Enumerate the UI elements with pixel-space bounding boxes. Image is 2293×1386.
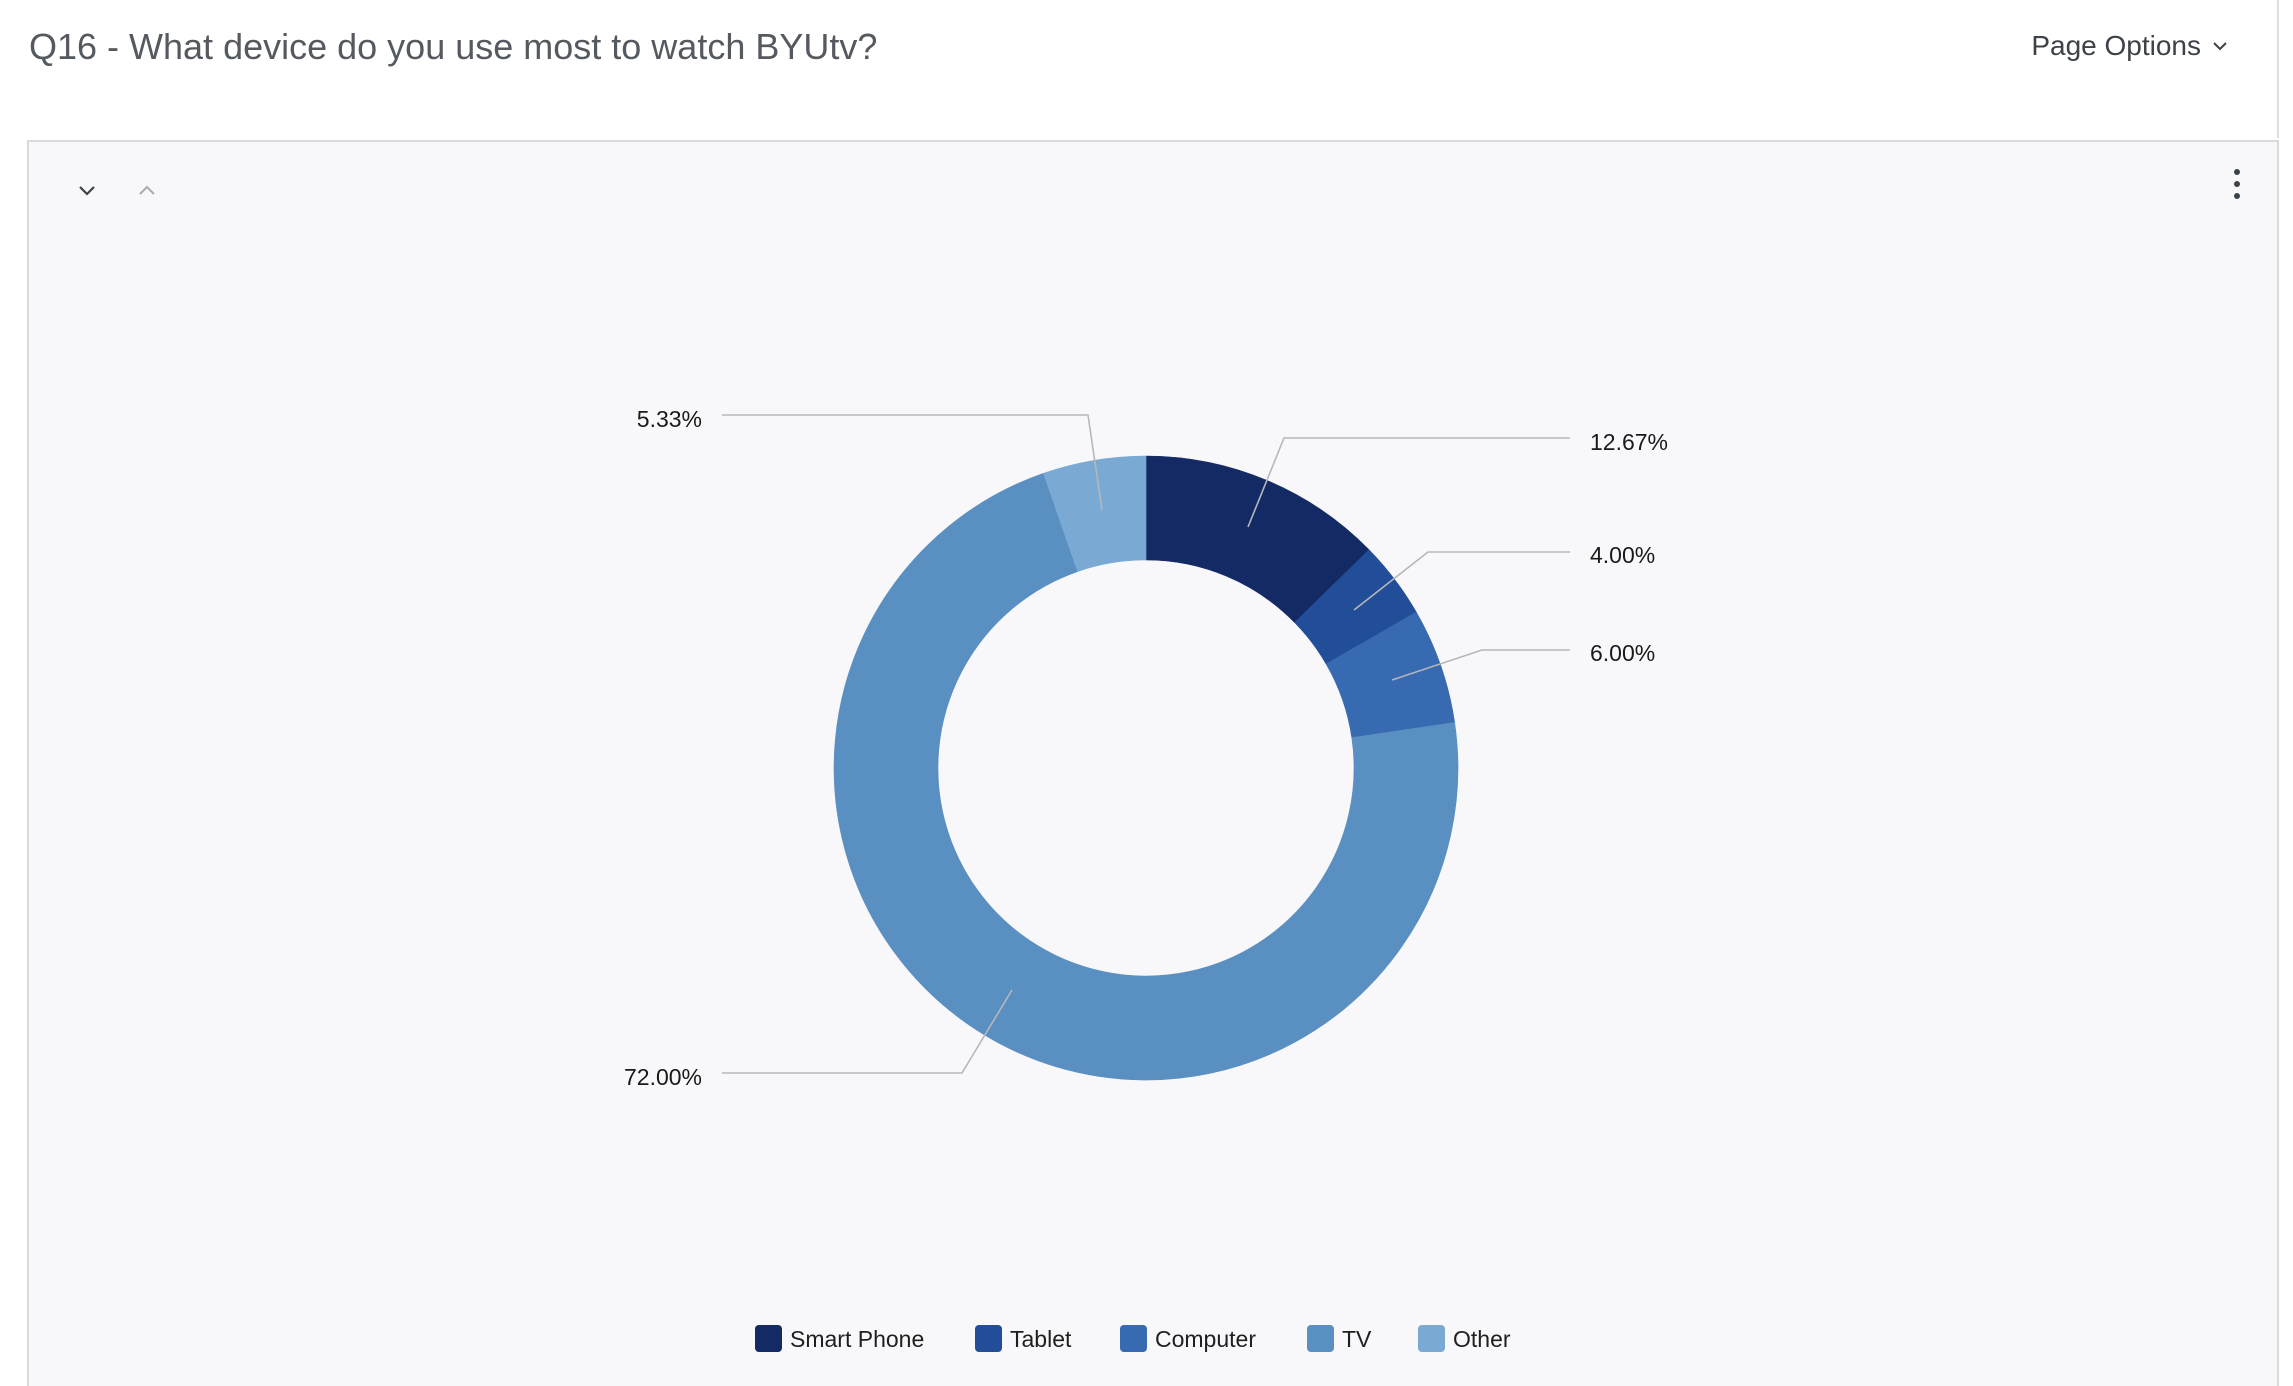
legend-item-computer[interactable]: Computer [1120, 1325, 1256, 1352]
leader-line [722, 989, 1013, 1074]
legend-label: Tablet [1010, 1326, 1072, 1352]
collapse-button[interactable] [69, 172, 105, 208]
more-options-button[interactable] [2219, 158, 2255, 210]
chevron-down-icon [2211, 40, 2229, 52]
donut-slice-other[interactable] [1043, 455, 1147, 572]
legend-swatch [755, 1325, 782, 1352]
page-options-label: Page Options [2031, 30, 2201, 61]
leader-line [1391, 649, 1570, 681]
vertical-dots-icon [2234, 169, 2240, 199]
legend-item-smart-phone[interactable]: Smart Phone [755, 1325, 924, 1352]
legend-item-tv[interactable]: TV [1307, 1325, 1372, 1352]
legend-swatch [1307, 1325, 1334, 1352]
legend-swatch [1418, 1325, 1445, 1352]
slice-value-label: 4.00% [1590, 542, 1655, 568]
legend-label: Smart Phone [790, 1326, 924, 1352]
page-header: Q16 - What device do you use most to wat… [0, 0, 2279, 138]
leader-line [1353, 551, 1570, 611]
legend-label: Computer [1155, 1326, 1256, 1352]
chart-panel [27, 140, 2279, 1386]
page-title: Q16 - What device do you use most to wat… [29, 26, 878, 67]
slice-value-label: 12.67% [1590, 429, 1668, 455]
slice-value-label: 72.00% [624, 1064, 702, 1090]
legend-item-other[interactable]: Other [1418, 1325, 1511, 1352]
page-options-button[interactable]: Page Options [2031, 30, 2229, 62]
donut-slice-tv[interactable] [833, 472, 1459, 1081]
slice-value-label: 6.00% [1590, 640, 1655, 666]
chevron-down-icon [79, 186, 95, 196]
legend-swatch [1120, 1325, 1147, 1352]
chevron-up-icon [139, 185, 155, 195]
expand-button[interactable] [129, 172, 165, 208]
legend-item-tablet[interactable]: Tablet [975, 1325, 1072, 1352]
leader-line [722, 414, 1103, 511]
legend-swatch [975, 1325, 1002, 1352]
leader-line [1247, 437, 1570, 528]
legend-label: Other [1453, 1326, 1511, 1352]
legend-label: TV [1342, 1326, 1372, 1352]
slice-value-label: 5.33% [637, 406, 702, 432]
